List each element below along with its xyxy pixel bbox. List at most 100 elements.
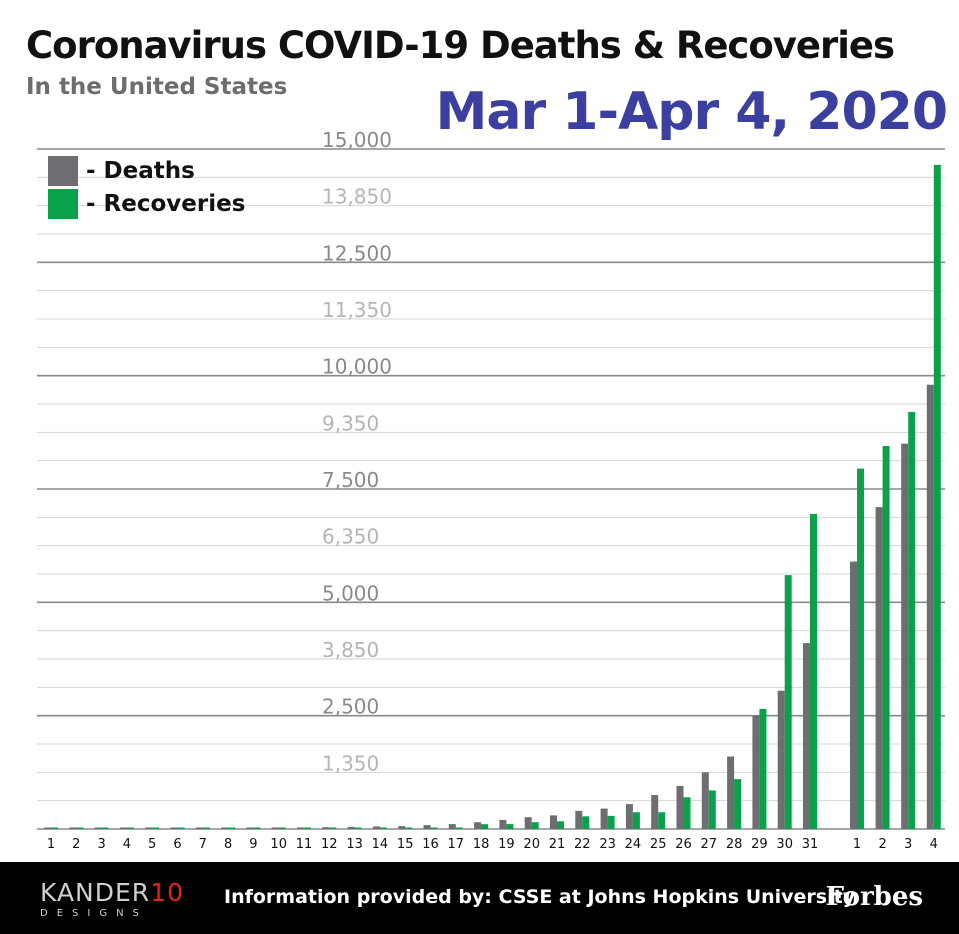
- bar-deaths: [195, 827, 203, 829]
- x-tick-label: 1: [47, 837, 55, 852]
- bar-recoveries: [278, 827, 286, 829]
- y-tick-label: 2,500: [322, 695, 379, 719]
- bar-deaths: [850, 561, 857, 829]
- x-tick-label: 31: [802, 837, 819, 852]
- bar-deaths: [600, 808, 608, 829]
- bar-recoveries: [101, 827, 109, 829]
- bar-recoveries: [405, 827, 413, 829]
- bar-recoveries: [506, 824, 514, 829]
- x-tick-label: 29: [751, 837, 768, 852]
- bar-recoveries: [810, 513, 817, 829]
- bar-recoveries: [933, 164, 941, 829]
- x-tick-label: 4: [930, 837, 938, 852]
- bar-deaths: [44, 827, 51, 829]
- bar-deaths: [777, 690, 785, 829]
- bar-deaths: [145, 827, 153, 829]
- footer-bar: KANDER10 DESIGNS Information provided by…: [0, 862, 959, 934]
- bar-recoveries: [379, 827, 387, 829]
- x-tick-label: 10: [270, 837, 287, 852]
- bar-deaths: [550, 815, 557, 829]
- legend-item-deaths: - Deaths: [48, 154, 245, 187]
- x-tick-label: 12: [321, 837, 338, 852]
- y-tick-label: 12,500: [322, 241, 392, 265]
- y-tick-label: 3,850: [322, 638, 379, 662]
- x-tick-label: 27: [701, 837, 718, 852]
- bar-recoveries: [531, 822, 539, 829]
- bar-deaths: [246, 827, 254, 829]
- x-tick-label: 24: [625, 837, 642, 852]
- bar-recoveries: [908, 411, 916, 829]
- y-tick-label: 6,350: [322, 525, 379, 549]
- y-tick-label: 7,500: [322, 468, 379, 492]
- x-tick-label: 14: [372, 837, 389, 852]
- bar-deaths: [221, 827, 229, 829]
- bar-deaths: [322, 827, 330, 829]
- x-tick-label: 25: [650, 837, 667, 852]
- bar-recoveries: [607, 815, 615, 829]
- y-axis-labels: 1,350 2,500 3,850 5,000 6,350 7,500 9,350 10,00…: [322, 128, 392, 775]
- x-tick-label: 8: [224, 837, 232, 852]
- bar-deaths: [69, 827, 77, 829]
- bar-deaths: [727, 756, 735, 829]
- x-tick-label: 3: [904, 837, 912, 852]
- bar-deaths: [297, 827, 304, 829]
- x-tick-label: 13: [346, 837, 363, 852]
- bar-deaths: [752, 715, 760, 829]
- bar-recoveries: [455, 827, 463, 829]
- x-tick-label: 11: [296, 837, 313, 852]
- brand-tagline: DESIGNS: [40, 908, 148, 919]
- bar-recoveries: [582, 816, 590, 829]
- x-tick-label: 3: [97, 837, 105, 852]
- chart-grid: [37, 148, 945, 830]
- bar-recoveries: [228, 827, 236, 829]
- x-axis-labels: 1 2 3 4 5 6 7 8 9 10 11 12 13 14 15 16 17 18 19 20 21 22 23 24 2…: [47, 837, 938, 852]
- bar-recoveries: [734, 779, 742, 829]
- bar-deaths: [651, 795, 659, 829]
- bar-recoveries: [126, 827, 134, 829]
- bar-recoveries: [658, 812, 666, 829]
- bar-deaths: [676, 785, 684, 829]
- bar-recoveries: [882, 445, 890, 829]
- bar-recoveries: [481, 824, 489, 829]
- bar-recoveries: [857, 468, 864, 829]
- x-tick-label: 6: [173, 837, 181, 852]
- bar-recoveries: [152, 827, 160, 829]
- x-tick-label: 17: [448, 837, 465, 852]
- bar-recoveries: [76, 827, 84, 829]
- bar-recoveries: [632, 812, 640, 829]
- bar-deaths: [448, 824, 456, 829]
- bar-recoveries: [557, 821, 564, 829]
- x-tick-label: 4: [123, 837, 131, 852]
- bar-deaths: [524, 817, 532, 829]
- bar-deaths: [423, 825, 431, 829]
- deaths-swatch: [48, 155, 78, 186]
- bar-deaths: [119, 827, 127, 829]
- legend-label-deaths: - Deaths: [86, 157, 195, 184]
- y-tick-label: 1,350: [322, 751, 379, 775]
- bar-deaths: [474, 822, 482, 829]
- y-tick-label: 9,350: [322, 411, 379, 435]
- chart-subtitle: In the United States: [26, 74, 288, 100]
- x-tick-label: 22: [574, 837, 591, 852]
- bar-deaths: [901, 443, 909, 829]
- bar-recoveries: [708, 790, 716, 829]
- x-tick-label: 5: [148, 837, 156, 852]
- bar-recoveries: [354, 827, 362, 829]
- bar-recoveries: [784, 575, 792, 829]
- bar-deaths: [701, 772, 709, 829]
- x-tick-label: 2: [72, 837, 80, 852]
- x-tick-label: 16: [422, 837, 439, 852]
- bar-recoveries: [430, 827, 438, 829]
- x-tick-label: 19: [498, 837, 515, 852]
- y-tick-label: 5,000: [322, 581, 379, 605]
- brand-name: KANDER: [40, 878, 151, 907]
- legend-item-recoveries: - Recoveries: [48, 187, 245, 220]
- bar-deaths: [170, 827, 178, 829]
- forbes-logo: Forbes: [825, 882, 923, 912]
- x-tick-label: 28: [726, 837, 743, 852]
- bar-chart: 1,350 2,500 3,850 5,000 6,350 7,500 9,350 10,00…: [37, 128, 945, 852]
- date-range-label: Mar 1-Apr 4, 2020: [435, 82, 948, 142]
- bar-deaths: [372, 826, 380, 829]
- bar-deaths: [875, 507, 883, 829]
